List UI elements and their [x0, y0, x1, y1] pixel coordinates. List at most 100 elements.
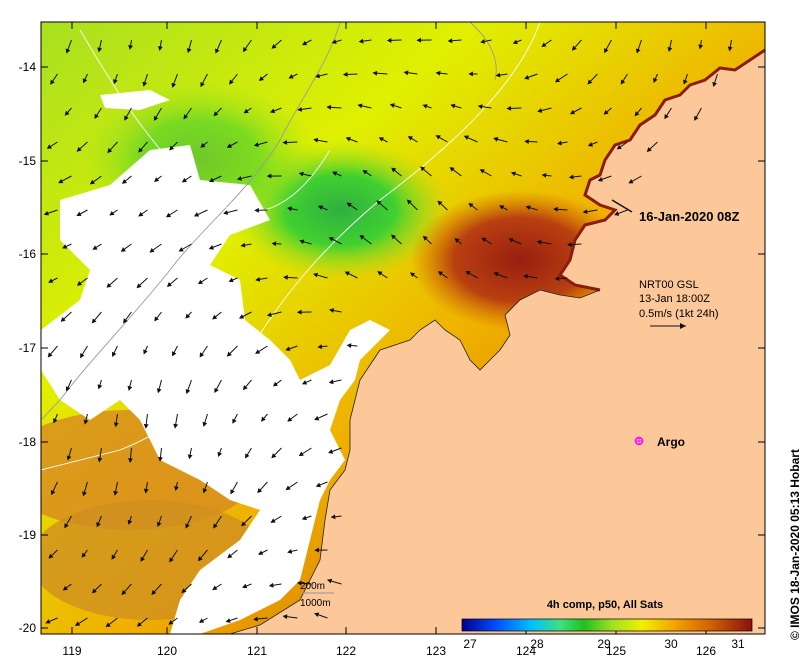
current-vector-head: [120, 247, 126, 252]
current-vector-head: [226, 351, 232, 357]
current-vector-head: [628, 179, 634, 184]
latitude-axis: -14 -15 -16 -17 -18 -19 -20: [19, 60, 765, 635]
imos-credit: © IMOS 18-Jan-2020 05:13 Hobart: [788, 449, 802, 640]
current-vector-head: [50, 489, 56, 496]
current-vector-head: [301, 380, 308, 385]
current-vector-head: [154, 316, 159, 322]
current-vector-head: [315, 73, 321, 79]
current-vector-head: [603, 109, 609, 115]
colorbar-ticks: 27 28 29 30 31: [463, 637, 745, 651]
current-vector-head: [213, 523, 218, 529]
current-vector-head: [193, 212, 200, 217]
current-vector-head: [270, 518, 276, 523]
current-vector-head: [227, 553, 233, 559]
current-vector-head: [64, 523, 69, 529]
current-vector-head: [83, 419, 89, 425]
current-vector-head: [372, 70, 378, 76]
current-vector-head: [153, 115, 159, 121]
argo-marker: [634, 436, 644, 446]
current-vector-head: [479, 169, 485, 174]
argo-label: Argo: [657, 435, 685, 449]
current-vector-head: [258, 76, 264, 81]
colorbar-title: 4h comp, p50, All Sats: [547, 599, 663, 611]
current-vector-head: [556, 140, 562, 146]
current-vector-head: [597, 177, 603, 182]
current-vector-head: [151, 589, 157, 595]
current-vector-head: [165, 212, 172, 218]
current-vector-head: [435, 135, 441, 140]
current-vector-head: [587, 142, 593, 147]
current-vector-head: [571, 45, 577, 51]
current-vectors: [43, 37, 733, 628]
current-vector-head: [65, 386, 71, 392]
current-vector-head: [91, 318, 97, 324]
current-vector-head: [416, 37, 422, 43]
latitude-tick-label: -14: [19, 60, 37, 74]
latitude-tick-label: -19: [19, 528, 37, 542]
current-vector-head: [97, 457, 103, 463]
current-vector-head: [143, 423, 149, 429]
longitude-tick-label: 124: [516, 644, 536, 658]
current-vector-head: [536, 239, 542, 245]
current-vector-head: [157, 46, 163, 51]
colorbar-tick-label: 29: [597, 637, 611, 651]
current-vector-head: [499, 205, 505, 210]
current-vector-head: [537, 108, 543, 113]
timestamp-pointer: [611, 199, 633, 213]
latitude-tick-label: -18: [19, 435, 37, 449]
current-vector-head: [329, 308, 335, 313]
current-vector-head: [214, 387, 219, 394]
current-vector-head: [197, 279, 203, 285]
current-vector-head: [243, 108, 249, 114]
current-vector-head: [200, 81, 205, 88]
current-vector-head: [616, 144, 622, 150]
current-vector-head: [287, 548, 293, 554]
current-vector-head: [187, 454, 193, 460]
current-vector-head: [215, 48, 220, 54]
longitude-tick-label: 126: [696, 644, 716, 658]
current-vector-head: [76, 146, 82, 152]
coastal-fringe: [557, 48, 765, 292]
current-vector-head: [297, 107, 303, 112]
current-vector-head: [450, 103, 456, 109]
current-vector-head: [332, 171, 338, 176]
current-vector-head: [435, 70, 441, 76]
coastline: [229, 289, 601, 634]
current-vector-head: [465, 270, 471, 276]
current-vector-head: [314, 415, 320, 421]
current-vector-head: [620, 79, 626, 85]
current-vector-head: [255, 277, 261, 282]
current-vector-head: [127, 519, 133, 525]
current-vector-head: [121, 589, 127, 596]
current-vector-head: [683, 79, 688, 85]
current-vector-head: [76, 211, 82, 217]
current-vector-head: [345, 136, 351, 142]
current-vector-head: [314, 547, 319, 553]
current-vector-head: [271, 241, 277, 247]
current-vector-head: [266, 312, 272, 318]
current-vector-head: [261, 416, 266, 422]
current-vector-head: [212, 585, 218, 591]
current-vector-head: [569, 109, 576, 115]
current-vector-head: [89, 179, 95, 185]
current-vector-head: [208, 177, 215, 183]
current-vector-head: [183, 114, 189, 120]
current-vector-head: [113, 79, 118, 85]
current-vector-head: [712, 81, 717, 88]
current-vector-head: [272, 381, 278, 387]
land-mass: [230, 50, 765, 634]
longitude-tick-label: 123: [426, 644, 446, 658]
current-vector-head: [181, 177, 187, 183]
current-vector-head: [158, 456, 163, 462]
latitude-tick-label: -15: [19, 154, 37, 168]
current-vector-head: [541, 173, 547, 178]
current-vector-head: [568, 174, 574, 180]
current-vector-head: [142, 81, 148, 87]
contour-1000m: [41, 22, 541, 471]
latitude-tick-label: -16: [19, 247, 37, 261]
current-vector-head: [124, 115, 129, 121]
colorbar-tick-label: 28: [530, 637, 544, 651]
no-data-north: [100, 90, 170, 110]
current-vector-head: [346, 343, 352, 348]
